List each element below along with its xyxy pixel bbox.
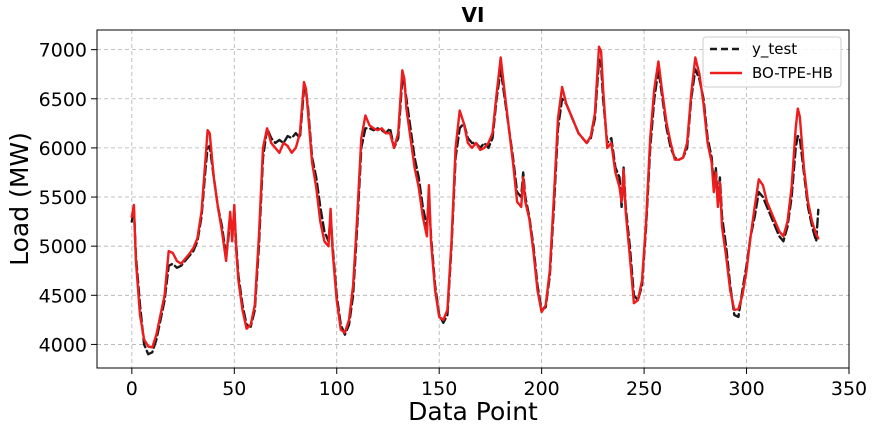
x-tick-label: 150 [421, 378, 457, 400]
y-tick-label: 4500 [39, 285, 87, 307]
x-tick-label: 0 [126, 378, 138, 400]
x-tick-label: 300 [728, 378, 764, 400]
x-axis-ticks: 0 50 100 150 200 250 300 350 [126, 368, 867, 400]
y-tick-label: 7000 [39, 40, 87, 62]
plot-area-frame [96, 29, 850, 369]
legend: y_test BO-TPE-HB [702, 36, 842, 88]
legend-label-y-test: y_test [752, 40, 797, 59]
series-layer [130, 45, 820, 356]
x-tick-label: 200 [524, 378, 560, 400]
y-tick-label: 5000 [39, 236, 87, 258]
x-tick-label: 50 [222, 378, 246, 400]
x-tick-label: 250 [626, 378, 662, 400]
x-axis-title: Data Point [408, 397, 538, 426]
y-tick-label: 5500 [39, 187, 87, 209]
x-tick-label: 350 [831, 378, 867, 400]
chart-title: VI [462, 3, 485, 27]
legend-label-bo-tpe-hb: BO-TPE-HB [752, 64, 833, 82]
y-tick-label: 6000 [39, 138, 87, 160]
y-axis-ticks: 4000 4500 5000 5500 6000 6500 7000 [39, 40, 97, 356]
series-line-bo-tpe-hb [130, 45, 820, 349]
y-axis-title: Load (MW) [5, 132, 34, 266]
x-tick-label: 100 [319, 378, 355, 400]
y-tick-label: 6500 [39, 89, 87, 111]
y-tick-label: 4000 [39, 334, 87, 356]
